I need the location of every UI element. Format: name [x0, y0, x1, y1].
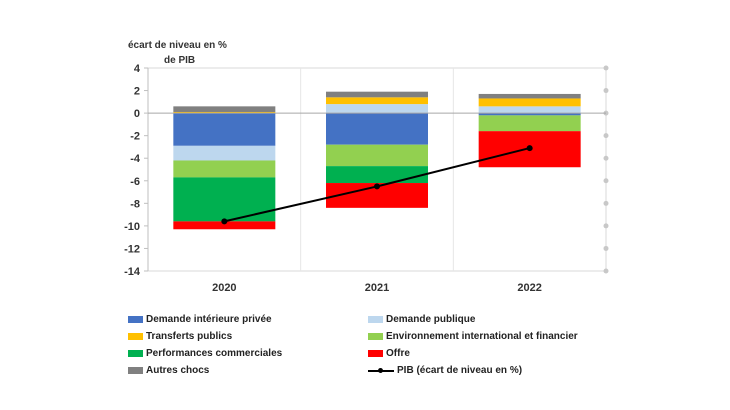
right-axis-marker: [603, 65, 609, 71]
bar-segment: [478, 93, 581, 99]
legend-swatch: [128, 367, 143, 374]
y-tick-label: -4: [130, 153, 141, 165]
legend-label: Transferts publics: [146, 331, 233, 342]
right-axis-marker: [603, 200, 609, 206]
y-tick-label: 4: [134, 63, 141, 75]
legend-label: Demande publique: [386, 314, 476, 325]
bar-segment: [478, 98, 581, 107]
bar-segment: [173, 145, 276, 161]
legend-item-demande-publique: Demande publique: [368, 311, 608, 328]
y-tick-label: -6: [130, 176, 140, 188]
legend-swatch: [128, 316, 143, 323]
legend-line-swatch: [368, 367, 394, 374]
bar-segment: [478, 106, 581, 114]
bar-segment: [173, 221, 276, 230]
legend-item-transferts-publics: Transferts publics: [128, 328, 368, 345]
legend-label: Autres chocs: [146, 365, 210, 376]
x-tick-label: 2020: [212, 282, 236, 294]
bar-segment: [326, 91, 428, 98]
right-axis-marker: [603, 178, 609, 184]
y-tick-label: -12: [124, 243, 140, 255]
right-axis-marker: [603, 88, 609, 94]
bar-segment: [173, 160, 276, 178]
bar-segment: [326, 144, 428, 167]
pib-point: [221, 218, 228, 225]
legend-item-performances: Performances commerciales: [128, 345, 368, 362]
pib-point: [526, 145, 533, 152]
legend: Demande intérieure privée Demande publiq…: [128, 311, 608, 379]
legend-label: Demande intérieure privée: [146, 314, 272, 325]
y-axis-label-line-2: de PIB: [164, 55, 196, 66]
legend-label: PIB (écart de niveau en %): [397, 365, 523, 376]
y-tick-label: -14: [124, 266, 141, 278]
y-tick-label: -10: [124, 221, 140, 233]
right-axis-marker: [603, 245, 609, 251]
right-axis-marker: [603, 133, 609, 139]
right-axis-marker: [603, 155, 609, 161]
legend-label: Performances commerciales: [146, 348, 283, 359]
legend-swatch: [368, 316, 383, 323]
y-tick-label: -8: [130, 198, 140, 210]
x-tick-label: 2022: [517, 282, 541, 294]
pib-point: [374, 183, 380, 190]
legend-swatch: [368, 333, 383, 340]
bar-segment: [478, 113, 581, 116]
bar-segment: [326, 97, 428, 105]
bar-segment: [173, 113, 276, 146]
bar-segment: [478, 115, 581, 132]
legend-swatch: [128, 350, 143, 357]
bar-segment: [326, 113, 428, 145]
x-tick-label: 2021: [365, 282, 389, 294]
bar-segment: [173, 106, 276, 112]
legend-item-environnement: Environnement international et financier: [368, 328, 608, 345]
y-axis-label: écart de niveau en % de PIB: [128, 38, 227, 68]
legend-label: Environnement international et financier: [386, 331, 578, 342]
bar-segment: [326, 166, 428, 184]
y-tick-label: -2: [130, 131, 140, 143]
bar-segment: [326, 104, 428, 114]
legend-item-pib: PIB (écart de niveau en %): [368, 362, 608, 379]
right-axis-marker: [603, 268, 609, 274]
legend-item-demande-privee: Demande intérieure privée: [128, 311, 368, 328]
legend-item-offre: Offre: [368, 345, 608, 362]
legend-item-autres-chocs: Autres chocs: [128, 362, 368, 379]
legend-label: Offre: [386, 348, 410, 359]
y-axis-label-line-1: écart de niveau en %: [128, 40, 227, 51]
y-tick-label: 0: [134, 108, 140, 120]
legend-swatch: [368, 350, 383, 357]
legend-swatch: [128, 333, 143, 340]
right-axis-marker: [603, 223, 609, 229]
bar-segment: [173, 177, 276, 222]
y-tick-label: 2: [134, 86, 140, 98]
bar-segment: [173, 111, 276, 114]
